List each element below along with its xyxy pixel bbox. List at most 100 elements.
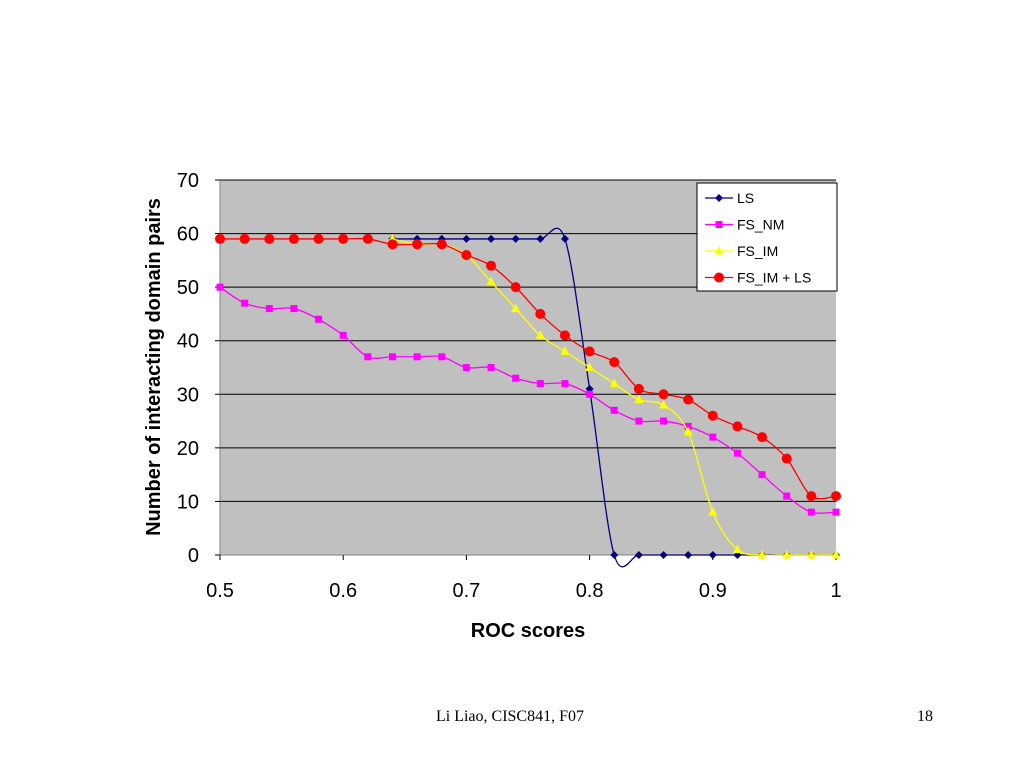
data-point [707,410,718,421]
data-point [831,491,841,502]
data-point [487,364,495,371]
data-point [512,374,520,382]
data-point [585,362,595,371]
data-point [339,331,347,339]
data-point [511,303,521,313]
legend-marker [715,221,723,228]
data-point [265,305,273,313]
data-point [264,233,275,244]
series-fs-im-ls [215,233,841,502]
data-point [781,453,792,464]
data-point [288,233,299,244]
legend-entry: LS [737,190,754,206]
data-point [239,233,250,244]
data-point [511,234,520,243]
data-point [658,389,669,400]
data-point [733,449,741,457]
data-point [535,308,546,319]
data-point [684,551,693,559]
x-axis-ticks: 0.5 0.6 0.7 0.8 0.9 1 [206,555,842,602]
data-point [560,234,569,243]
data-point [683,426,693,436]
data-point [732,544,742,554]
data-point [535,330,545,339]
data-point [315,315,323,323]
data-point [216,283,224,291]
data-point [388,353,396,361]
data-point [806,550,816,559]
data-point [461,250,472,260]
data-point [462,364,470,371]
page-number: 18 [917,708,933,725]
data-point [486,260,497,271]
x-tick-label: 0.5 [206,580,234,602]
x-tick-label: 0.8 [576,580,604,602]
data-point [634,394,644,404]
data-point [831,550,841,559]
data-point [683,394,694,405]
y-tick-label: 30 [177,384,199,406]
legend-marker [714,272,724,283]
data-point [313,233,324,244]
data-point [757,550,767,559]
data-point [586,390,594,398]
data-point [609,378,619,388]
data-point [387,239,398,250]
legend-marker [715,194,723,202]
y-tick-label: 50 [177,277,199,299]
data-point [659,551,668,559]
data-point [659,400,669,409]
x-tick-label: 0.9 [699,580,727,602]
data-point [758,471,766,479]
y-tick-label: 40 [177,331,199,353]
data-point [436,239,447,250]
data-point [486,276,496,286]
data-point [412,239,423,250]
data-point [609,357,620,368]
data-point [560,346,570,355]
data-point [634,551,643,559]
x-tick-label: 0.6 [329,580,357,602]
legend-entry: FS_IM [737,243,778,259]
data-point [757,432,768,443]
data-point [732,421,743,432]
legend-entry: FS_IM + LS [737,270,811,286]
y-tick-label: 60 [177,224,199,246]
data-point [633,383,644,394]
data-point [362,233,373,244]
data-point [561,380,569,388]
y-tick-label: 70 [177,170,199,192]
data-point [709,433,717,441]
data-point [783,492,791,500]
data-point [584,346,595,357]
data-point [708,551,717,559]
data-point [610,406,618,414]
data-point [536,234,545,243]
data-point [338,233,349,244]
data-point [215,233,225,244]
data-point [684,422,692,430]
data-point [536,380,544,388]
data-point [832,508,840,516]
x-axis-title: ROC scores [471,620,586,642]
data-point [487,234,496,243]
data-point [660,417,668,425]
y-axis-title: Number of interacting domain pairs [143,198,165,536]
data-point [290,305,298,313]
data-point [241,299,249,307]
data-point [559,330,570,341]
y-tick-label: 10 [177,491,199,513]
data-point [438,353,446,361]
legend-entry: FS_NM [737,217,784,233]
series-ls [388,227,840,568]
footer-credit: Li Liao, CISC841, F07 [435,708,584,725]
data-point [364,353,372,361]
data-point [708,507,718,516]
data-point [807,508,815,516]
data-point [510,282,521,293]
x-tick-label: 0.7 [452,580,480,602]
series-fs-nm [216,283,840,516]
data-point [413,353,421,361]
legend: LS FS_NM FS_IM FS_IM + LS [696,182,838,292]
y-tick-label: 0 [188,545,199,567]
